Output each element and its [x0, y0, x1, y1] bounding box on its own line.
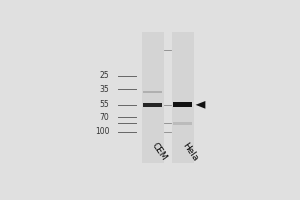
Bar	[173, 102, 192, 107]
Bar	[142, 32, 164, 163]
Text: 100: 100	[95, 127, 109, 136]
Text: Hela: Hela	[181, 141, 200, 163]
Bar	[172, 32, 194, 163]
Text: CEM: CEM	[150, 141, 169, 163]
Bar	[143, 103, 162, 107]
Text: 55: 55	[100, 100, 110, 109]
Polygon shape	[196, 101, 206, 109]
Text: 35: 35	[100, 85, 110, 94]
Text: 70: 70	[100, 113, 110, 122]
Text: 25: 25	[100, 71, 110, 80]
Bar	[173, 122, 192, 125]
Bar	[143, 91, 162, 93]
